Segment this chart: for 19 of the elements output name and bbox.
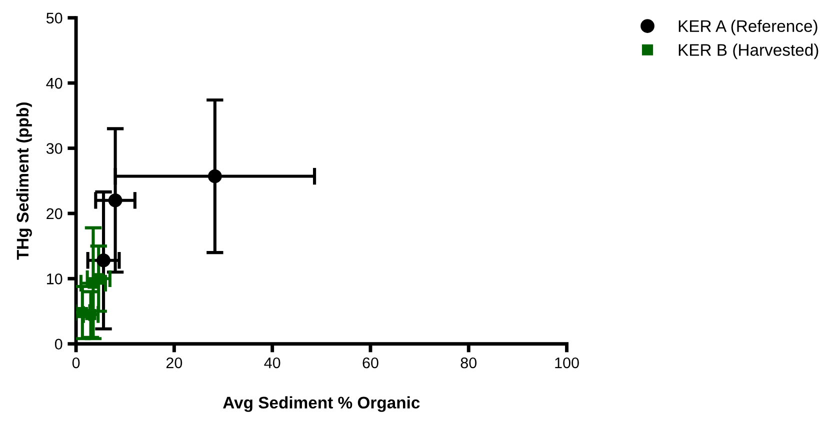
y-tick-label: 20 xyxy=(46,208,62,220)
point xyxy=(108,193,122,208)
point xyxy=(208,169,222,184)
x-axis-title: Avg Sediment % Organic xyxy=(223,396,420,412)
x-tick-label: 20 xyxy=(166,357,182,368)
y-tick-label: 0 xyxy=(54,338,62,350)
y-tick-label: 50 xyxy=(46,12,62,24)
x-tick-label: 80 xyxy=(460,357,477,368)
x-tick-label: 0 xyxy=(72,357,80,368)
legend-label: KER A (Reference) xyxy=(678,20,818,36)
legend-label: KER B (Harvested) xyxy=(678,44,818,60)
y-tick-label: 40 xyxy=(46,78,62,89)
x-tick-label: 60 xyxy=(362,357,378,368)
point xyxy=(96,253,110,268)
y-tick-label: 30 xyxy=(46,143,62,154)
y-axis-title: THg Sediment (ppb) xyxy=(16,102,32,260)
x-tick-label: 100 xyxy=(555,357,579,368)
x-tick-label: 40 xyxy=(264,357,280,368)
y-tick-label: 10 xyxy=(47,274,62,284)
